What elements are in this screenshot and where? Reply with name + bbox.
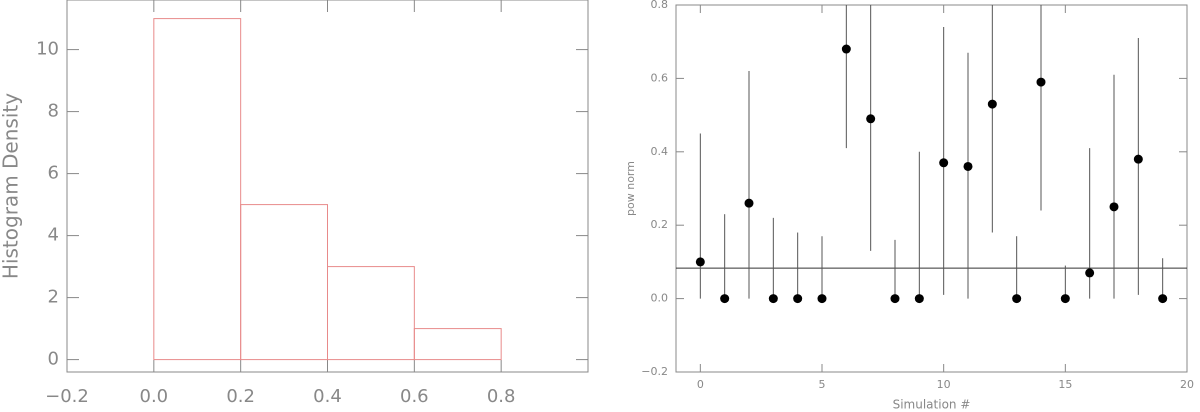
y-tick-label: −0.2 [641, 365, 668, 378]
x-tick-label: 5 [819, 378, 826, 391]
x-tick-label: 0 [697, 378, 704, 391]
y-axis-label: pow norm [624, 161, 637, 216]
y-tick-label: 8 [48, 101, 59, 122]
x-tick-label: 15 [1058, 378, 1072, 391]
y-tick-label: 0.8 [651, 0, 669, 11]
x-tick-label: 0.0 [140, 386, 169, 407]
plot-area [676, 5, 1187, 304]
data-point [1036, 77, 1046, 87]
data-point [817, 294, 827, 304]
data-point [939, 158, 949, 168]
y-tick-label: 4 [48, 225, 59, 246]
data-point [1109, 202, 1119, 212]
data-point [987, 99, 997, 109]
data-point [914, 294, 924, 304]
data-point [1060, 294, 1070, 304]
y-axis-label: Histogram Density [0, 93, 23, 279]
x-tick-label: 10 [937, 378, 951, 391]
histogram-bar [327, 266, 415, 361]
data-point [1158, 294, 1168, 304]
x-axis-label: Simulation # [893, 398, 971, 412]
x-tick-label: 0.2 [226, 386, 255, 407]
data-point [720, 294, 730, 304]
data-point [695, 257, 705, 267]
data-point [744, 198, 754, 208]
data-point [1085, 268, 1095, 278]
y-tick-label: 10 [36, 39, 59, 60]
x-tick-label: −0.2 [45, 386, 89, 407]
plot-frame [675, 4, 1188, 373]
histogram-bar [413, 328, 502, 361]
data-point [1012, 294, 1022, 304]
y-tick-label: 6 [48, 163, 59, 184]
y-tick-label: 0.6 [651, 71, 669, 84]
data-point [866, 114, 876, 124]
data-point [768, 294, 778, 304]
x-tick-label: 0.6 [400, 386, 429, 407]
data-point [890, 294, 900, 304]
y-tick-label: 0.0 [651, 292, 669, 305]
histogram-bar [153, 18, 242, 361]
data-point [793, 294, 803, 304]
y-tick-label: 0.4 [651, 145, 669, 158]
data-point [963, 161, 973, 171]
histogram-bar [240, 204, 329, 361]
y-tick-label: 0 [48, 349, 59, 370]
y-tick-label: 0.2 [651, 218, 669, 231]
y-tick-label: 2 [48, 287, 59, 308]
x-tick-label: 0.4 [313, 386, 342, 407]
x-tick-label: 20 [1180, 378, 1194, 391]
x-tick-label: 0.8 [487, 386, 516, 407]
data-point [1133, 154, 1143, 164]
data-point [841, 44, 851, 54]
